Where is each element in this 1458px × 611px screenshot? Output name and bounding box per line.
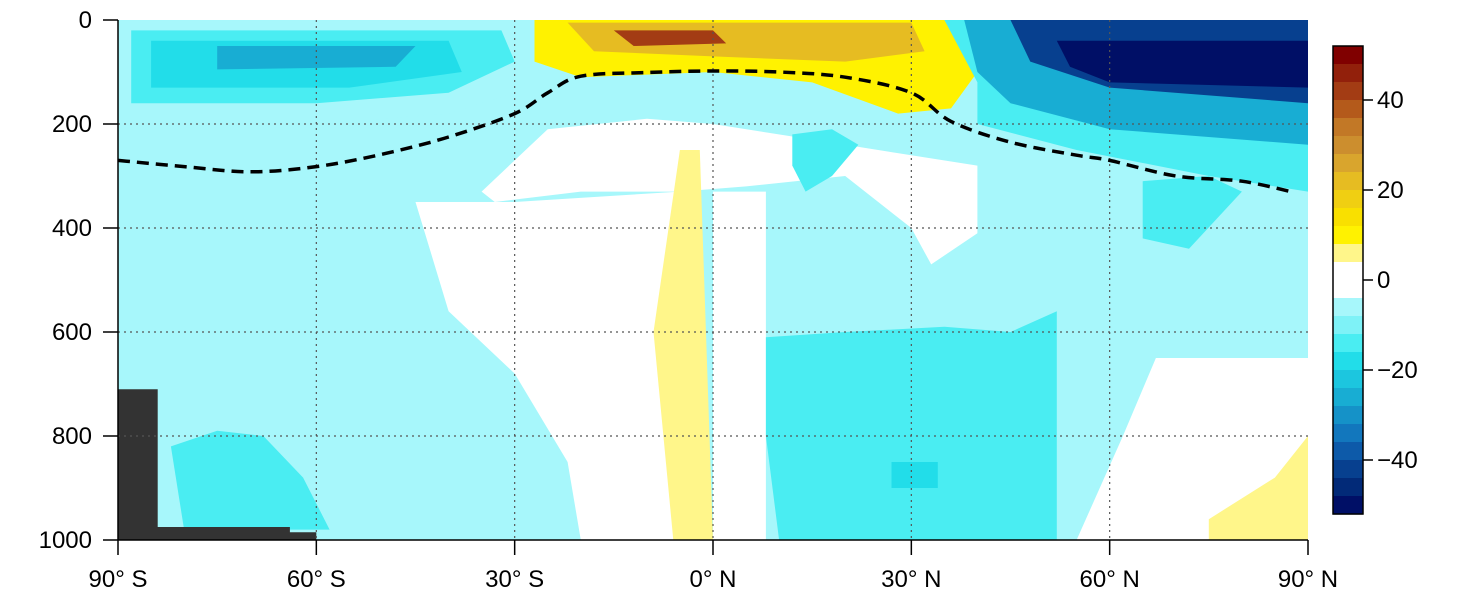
colorbar-swatch bbox=[1333, 244, 1363, 263]
colorbar-swatch bbox=[1333, 154, 1363, 173]
field-region bbox=[1056, 40, 1308, 88]
x-axis-ticks: 90° S 60° S 30° S 0° N 30° N 60° N 90° N bbox=[89, 540, 1338, 593]
field-region bbox=[170, 430, 330, 530]
colorbar-swatch bbox=[1333, 118, 1363, 137]
land-mask-area bbox=[118, 389, 317, 540]
colorbar-swatch bbox=[1333, 424, 1363, 443]
colorbar: 40 20 0 −20 −40 bbox=[1332, 45, 1418, 515]
colorbar-swatch bbox=[1333, 46, 1363, 65]
y-tick-label: 0 bbox=[79, 7, 92, 34]
colorbar-swatch bbox=[1333, 316, 1363, 335]
y-tick-label: 200 bbox=[52, 111, 92, 138]
x-tick-label: 0° N bbox=[690, 566, 737, 593]
field-region bbox=[481, 118, 978, 265]
field-region bbox=[613, 30, 727, 46]
colorbar-swatch bbox=[1333, 136, 1363, 155]
field-region bbox=[891, 462, 938, 488]
land-mask bbox=[118, 389, 317, 540]
colorbar-swatch bbox=[1333, 226, 1363, 245]
x-tick-label: 30° N bbox=[881, 566, 941, 593]
colorbar-tick-label: −40 bbox=[1377, 447, 1418, 474]
field-region bbox=[415, 191, 713, 540]
colorbar-swatch bbox=[1333, 208, 1363, 227]
colorbar-swatch bbox=[1333, 190, 1363, 209]
field-region bbox=[765, 311, 1057, 540]
y-tick-label: 800 bbox=[52, 423, 92, 450]
x-tick-label: 60° S bbox=[287, 566, 346, 593]
y-tick-label: 600 bbox=[52, 319, 92, 346]
colorbar-swatch bbox=[1333, 298, 1363, 317]
field-region bbox=[1142, 176, 1242, 249]
field-region bbox=[653, 150, 713, 540]
y-tick-label: 400 bbox=[52, 215, 92, 242]
colorbar-swatch bbox=[1333, 262, 1363, 281]
x-tick-label: 90° S bbox=[89, 566, 148, 593]
colorbar-swatch bbox=[1333, 280, 1363, 299]
y-axis-ticks: 0 200 400 600 800 1000 bbox=[39, 7, 118, 554]
x-tick-label: 30° S bbox=[485, 566, 544, 593]
colorbar-swatch bbox=[1333, 64, 1363, 83]
colorbar-tick-label: 40 bbox=[1377, 87, 1404, 114]
colorbar-swatch bbox=[1333, 442, 1363, 461]
grid-lines bbox=[118, 20, 1308, 540]
field-region bbox=[713, 191, 766, 540]
colorbar-swatch bbox=[1333, 352, 1363, 371]
colorbar-swatch bbox=[1333, 460, 1363, 479]
colorbar-swatch bbox=[1333, 496, 1363, 515]
field-region bbox=[1208, 436, 1308, 540]
field-region bbox=[792, 129, 859, 192]
colorbar-swatch bbox=[1333, 406, 1363, 425]
colorbar-tick-label: 0 bbox=[1377, 267, 1390, 294]
colorbar-swatch bbox=[1333, 370, 1363, 389]
dashed-contour-line bbox=[117, 69, 1296, 195]
colorbar-swatch bbox=[1333, 334, 1363, 353]
y-tick-label: 1000 bbox=[39, 527, 92, 554]
anomaly-field bbox=[118, 20, 1308, 540]
colorbar-swatch bbox=[1333, 172, 1363, 191]
colorbar-tick-label: 20 bbox=[1377, 177, 1404, 204]
colorbar-swatch bbox=[1333, 388, 1363, 407]
colorbar-swatch bbox=[1333, 100, 1363, 119]
colorbar-tick-label: −20 bbox=[1377, 357, 1418, 384]
colorbar-swatch bbox=[1333, 82, 1363, 101]
x-tick-label: 60° N bbox=[1080, 566, 1140, 593]
colorbar-swatch bbox=[1333, 478, 1363, 497]
x-tick-label: 90° N bbox=[1278, 566, 1338, 593]
